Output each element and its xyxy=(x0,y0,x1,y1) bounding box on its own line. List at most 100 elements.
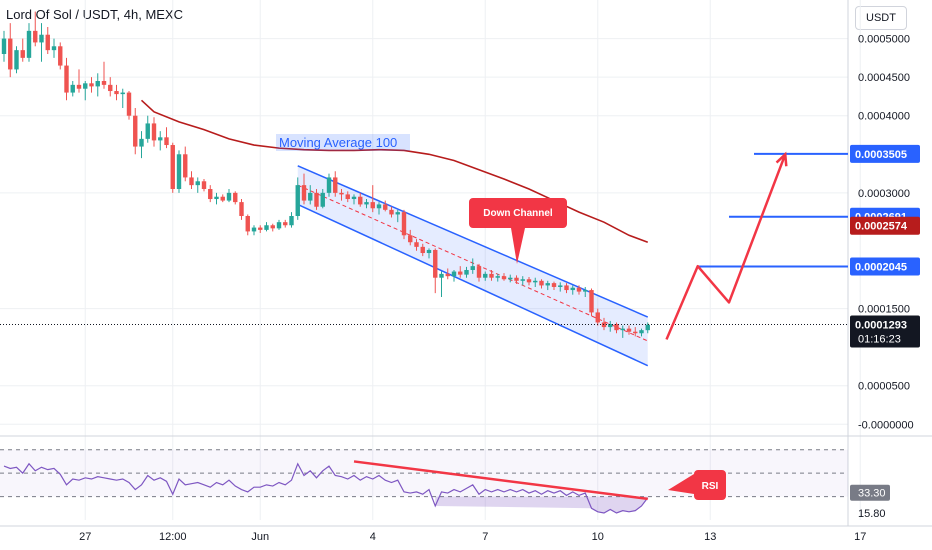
candle-body xyxy=(608,324,613,328)
time-axis-label: 13 xyxy=(704,531,716,543)
candle-body xyxy=(589,290,594,313)
rsi-callout xyxy=(668,470,726,500)
candle-body xyxy=(426,249,432,254)
candle-body xyxy=(308,192,313,201)
candle-body xyxy=(633,331,638,334)
candle-body xyxy=(445,273,450,277)
candle-body xyxy=(64,65,69,93)
candle-body xyxy=(570,287,575,291)
current-price-tag xyxy=(850,315,920,348)
candle-body xyxy=(301,185,307,201)
candle-body xyxy=(245,216,250,232)
candle-body xyxy=(439,273,444,278)
candle-body xyxy=(370,202,375,209)
candle-body xyxy=(433,249,438,278)
level-price-tag-label: 0.0002045 xyxy=(855,262,907,274)
candle-body xyxy=(233,192,238,203)
candle-body xyxy=(458,271,463,275)
level-price-tag xyxy=(850,257,920,276)
ma-price-tag-label: 0.0002574 xyxy=(855,221,908,233)
time-axis-label: 7 xyxy=(482,531,488,543)
candle-body xyxy=(58,46,63,66)
candle-body xyxy=(545,283,550,286)
candle-body xyxy=(295,185,300,216)
rsi-value-tag xyxy=(850,484,890,501)
candle-body xyxy=(495,276,500,278)
ma-label-box xyxy=(276,134,410,151)
candle-body xyxy=(283,222,288,226)
candle-body xyxy=(201,181,207,189)
chart-title: Lord Of Sol / USDT, 4h, MEXC xyxy=(6,7,184,22)
candle-body xyxy=(120,92,125,95)
candle-body xyxy=(558,285,563,287)
candle-body xyxy=(626,328,632,332)
candle-body xyxy=(551,283,557,287)
candle-body xyxy=(408,235,413,243)
candle-body xyxy=(483,273,488,278)
candle-body xyxy=(195,181,200,186)
candle-body xyxy=(395,212,400,215)
candle-body xyxy=(114,91,119,95)
candle-body xyxy=(383,204,388,210)
rsi-trendline xyxy=(353,460,648,501)
candle-body xyxy=(345,194,350,200)
candle-body xyxy=(226,192,232,201)
price-axis-label: -0.0000000 xyxy=(858,419,914,431)
candle-body xyxy=(583,290,588,292)
time-axis-label: 12:00 xyxy=(159,531,187,543)
candle-body xyxy=(133,115,138,147)
candle-body xyxy=(364,202,369,205)
time-axis-label: 10 xyxy=(592,531,604,543)
projection-arrowhead xyxy=(775,151,788,167)
channel-upper-line xyxy=(297,165,649,318)
price-axis-label: 0.0003000 xyxy=(858,188,910,200)
candle-body xyxy=(645,324,650,331)
candle-body xyxy=(401,212,407,236)
candle-body xyxy=(258,227,263,230)
candle-body xyxy=(576,287,582,292)
channel-lower-line xyxy=(297,203,649,367)
candle-body xyxy=(220,196,225,201)
candle-body xyxy=(520,279,525,281)
ma-label: Moving Average 100 xyxy=(279,135,397,150)
price-axis-label: 0.0000500 xyxy=(858,381,910,393)
candle-body xyxy=(239,202,244,216)
candle-body xyxy=(326,177,332,193)
candle-body xyxy=(464,270,469,275)
bar-countdown: 01:16:23 xyxy=(858,334,901,346)
candle-body xyxy=(164,137,169,146)
candle-body xyxy=(533,280,538,283)
candle-body xyxy=(108,84,113,92)
candle-body xyxy=(564,285,569,291)
down-channel-callout xyxy=(469,198,567,264)
candle-body xyxy=(126,92,132,116)
candle-body xyxy=(351,196,357,200)
candle-body xyxy=(183,154,188,178)
candle-body xyxy=(170,145,175,189)
candle-body xyxy=(264,225,269,230)
candle-body xyxy=(451,271,457,277)
candle-body xyxy=(595,312,600,323)
candle-body xyxy=(139,138,144,147)
candle-body xyxy=(151,123,157,141)
candle-body xyxy=(51,46,57,51)
candle-body xyxy=(376,204,382,209)
candle-body xyxy=(158,137,163,141)
candle-body xyxy=(539,280,544,286)
candle-body xyxy=(320,192,325,207)
candle-body xyxy=(251,227,257,232)
candle-body xyxy=(276,222,282,229)
candle-body xyxy=(620,328,625,331)
price-axis-label: 0.0004500 xyxy=(858,72,910,84)
candle-body xyxy=(639,330,644,334)
ma-price-tag xyxy=(850,216,920,235)
candle-body xyxy=(145,123,150,139)
candle-body xyxy=(508,277,513,280)
currency-selector[interactable]: USDT xyxy=(855,6,907,30)
candle-body xyxy=(70,84,75,93)
candle-body xyxy=(514,277,519,281)
candle-body xyxy=(476,266,482,278)
candle-body xyxy=(358,196,363,205)
price-axis-label: 0.0005000 xyxy=(858,34,910,46)
